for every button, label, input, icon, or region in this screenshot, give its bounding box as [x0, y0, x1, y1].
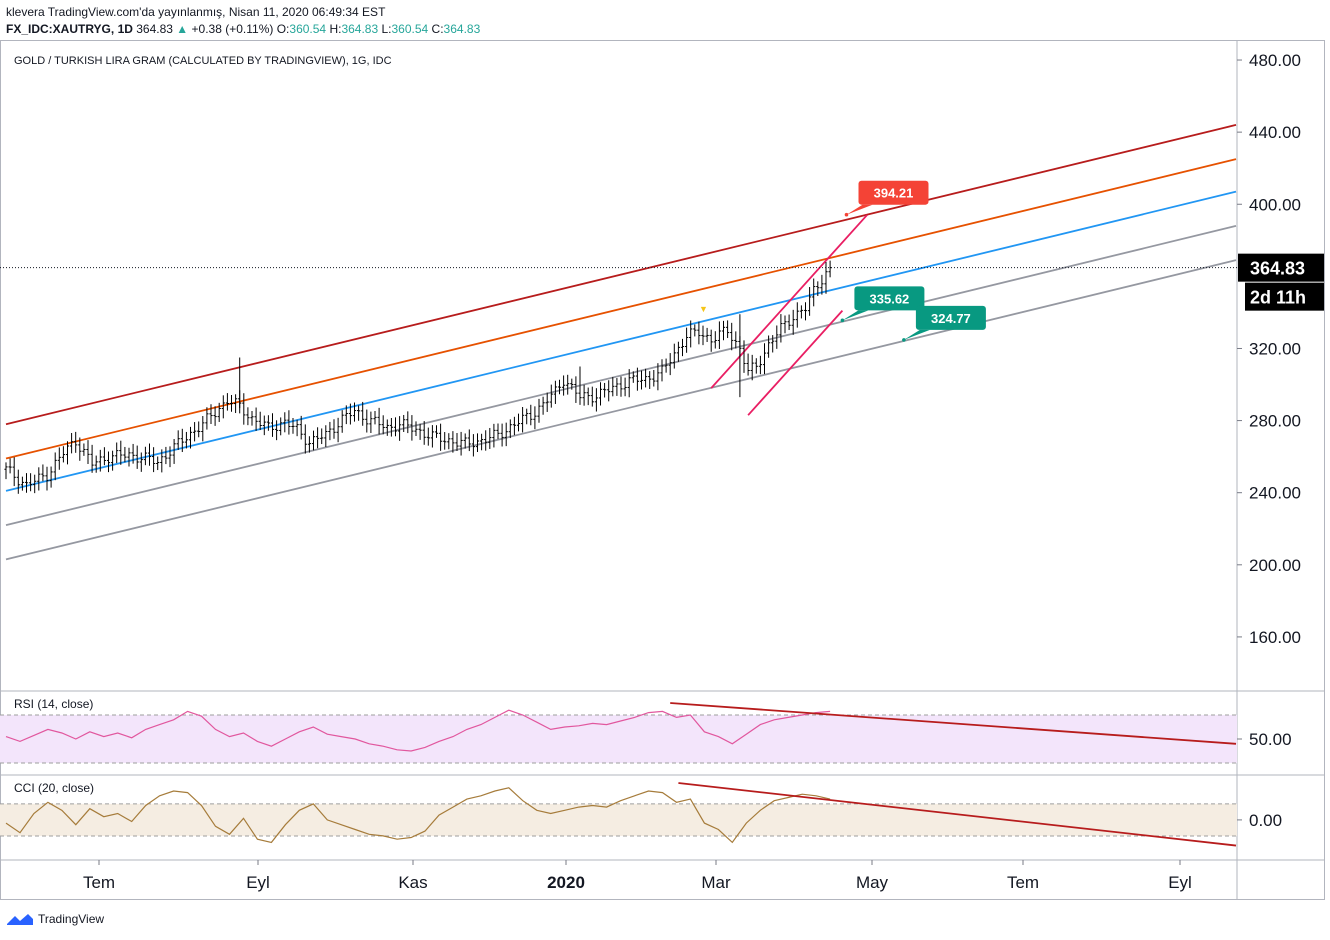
trend-line-gray-upper — [5, 225, 1237, 527]
open-value: 360.54 — [289, 22, 327, 36]
price-label-pointer — [846, 204, 873, 215]
time-tick-label: 2020 — [547, 873, 585, 892]
price-tick-label: 440.00 — [1249, 123, 1301, 142]
price-label-anchor — [902, 338, 906, 342]
rsi-band — [0, 715, 1237, 763]
last-price-label: 364.83 — [1250, 259, 1305, 279]
channel-line — [710, 214, 868, 389]
brand-name: TradingView — [38, 912, 105, 926]
price-tick-label: 280.00 — [1249, 412, 1301, 431]
low-label: L: — [381, 22, 392, 36]
cci-label: CCI (20, close) — [14, 781, 94, 795]
cci-trendline — [678, 782, 1237, 847]
cci-tick-label: 0.00 — [1249, 811, 1282, 830]
time-tick-label: Eyl — [1168, 873, 1192, 892]
time-tick-label: Tem — [83, 873, 115, 892]
price-label-anchor — [844, 212, 849, 217]
price-label-box — [915, 305, 986, 330]
symbol-ohlc-line: FX_IDC:XAUTRYG, 1D 364.83 ▲ +0.38 (+0.11… — [6, 22, 480, 36]
rsi-label: RSI (14, close) — [14, 697, 93, 711]
price-label-box — [854, 286, 925, 311]
time-tick-label: Eyl — [246, 873, 270, 892]
rsi-line — [5, 709, 831, 752]
trend-line-blue — [5, 190, 1237, 492]
cci-line — [5, 787, 831, 844]
time-tick-label: Mar — [701, 873, 731, 892]
price-label-pointer — [903, 329, 930, 340]
price-tick-label: 480.00 — [1249, 51, 1301, 70]
last-price: 364.83 — [136, 22, 173, 36]
time-tick-label: Tem — [1007, 873, 1039, 892]
close-label: C: — [431, 22, 444, 36]
countdown-label: 2d 11h — [1250, 288, 1306, 308]
price-change: +0.38 (+0.11%) — [191, 22, 274, 36]
price-label-text: 324.77 — [931, 311, 971, 326]
footer-brand[interactable]: TradingView — [6, 912, 104, 926]
low-value: 360.54 — [391, 22, 429, 36]
rsi-tick-label: 50.00 — [1249, 730, 1292, 749]
trend-line-gray-lower — [5, 259, 1237, 561]
chart-title: GOLD / TURKISH LIRA GRAM (CALCULATED BY … — [14, 55, 392, 67]
last-price-box — [1238, 253, 1324, 282]
price-label-anchor — [840, 318, 845, 323]
rsi-trendline — [670, 702, 1237, 745]
chart-frame — [0, 40, 1325, 900]
price-label-pointer — [842, 310, 869, 321]
price-tick-label: 400.00 — [1249, 195, 1301, 214]
open-label: O: — [276, 22, 290, 36]
price-tick-label: 240.00 — [1249, 484, 1301, 503]
signal-marker: ▼ — [699, 304, 708, 314]
tradingview-logo-icon — [7, 914, 33, 925]
price-label-box — [858, 180, 929, 205]
trend-line-upper-red — [5, 124, 1237, 426]
price-label-text: 394.21 — [874, 186, 914, 201]
price-tick-label: 320.00 — [1249, 339, 1301, 358]
close-value: 364.83 — [443, 22, 481, 36]
channel-line — [747, 310, 844, 416]
symbol-name: FX_IDC:XAUTRYG, 1D — [6, 22, 133, 36]
chart-canvas[interactable]: GOLD / TURKISH LIRA GRAM (CALCULATED BY … — [0, 40, 1330, 900]
countdown-box — [1245, 282, 1324, 311]
price-label-text: 335.62 — [870, 291, 910, 306]
time-tick-label: May — [856, 873, 889, 892]
high-value: 364.83 — [341, 22, 379, 36]
time-tick-label: Kas — [398, 873, 427, 892]
up-arrow-icon: ▲ — [176, 22, 189, 36]
price-tick-label: 200.00 — [1249, 556, 1301, 575]
price-tick-label: 160.00 — [1249, 628, 1301, 647]
publish-info: klevera TradingView.com'da yayınlanmış, … — [6, 5, 386, 19]
trend-line-orange — [5, 158, 1237, 460]
high-label: H: — [329, 22, 342, 36]
cci-band — [0, 803, 1237, 836]
